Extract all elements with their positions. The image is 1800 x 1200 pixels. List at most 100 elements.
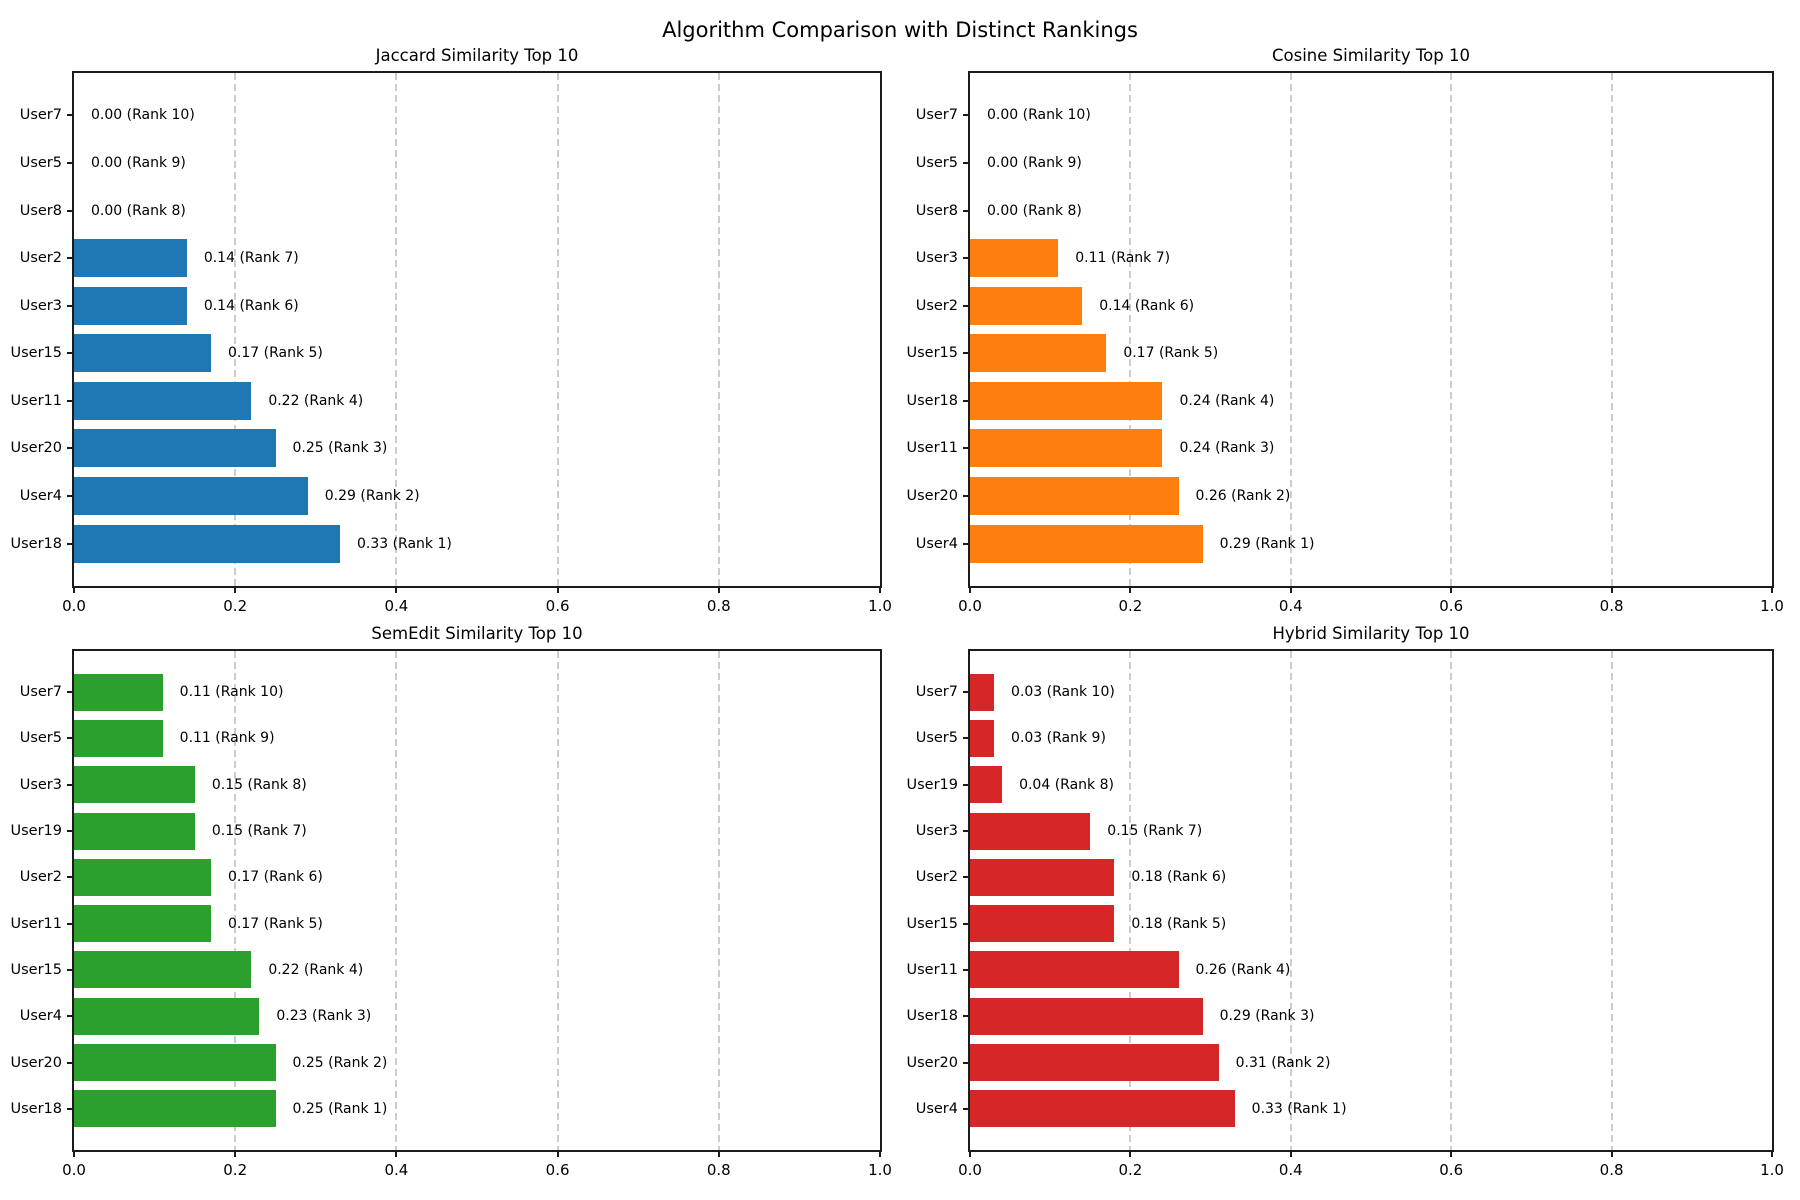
x-tick-mark	[1771, 1150, 1773, 1157]
x-tick-label: 0.2	[223, 1161, 248, 1179]
gridline	[556, 73, 559, 586]
bar-user5	[970, 719, 995, 757]
bar-user15	[74, 951, 252, 989]
y-tick-mark	[963, 352, 970, 355]
y-tick-label: User20	[906, 1054, 958, 1071]
x-tick-mark	[969, 1150, 971, 1157]
bar-user18	[970, 381, 1163, 420]
x-tick-label: 0.0	[62, 1161, 86, 1179]
bar-value-label: 0.11 (Rank 9)	[179, 730, 275, 747]
y-tick-mark	[963, 209, 970, 212]
x-tick-label: 0.2	[1118, 1161, 1143, 1179]
x-tick-mark	[234, 586, 237, 593]
x-tick-mark	[1289, 586, 1292, 593]
x-tick-mark	[717, 1150, 720, 1157]
x-tick-label: 0.4	[384, 1161, 409, 1179]
bar-user3	[74, 766, 195, 804]
y-tick-mark	[67, 783, 74, 786]
bar-value-label: 0.14 (Rank 6)	[203, 297, 299, 314]
y-tick-label: User11	[10, 392, 62, 409]
bar-value-label: 0.03 (Rank 10)	[1011, 684, 1115, 701]
chart-title: Jaccard Similarity Top 10	[375, 46, 579, 65]
y-tick-mark	[67, 737, 74, 740]
bar-value-label: 0.25 (Rank 1)	[292, 1100, 388, 1117]
plot-area: 0.00 (Rank 10) User7 0.00 (Rank 9) User5 0.0…	[10, 71, 892, 615]
bar-user3	[970, 239, 1059, 278]
y-tick-mark	[963, 968, 970, 971]
y-tick-mark	[963, 542, 970, 545]
y-tick-label: User18	[906, 1008, 958, 1025]
y-tick-mark	[963, 161, 970, 164]
y-tick-label: User2	[19, 869, 62, 886]
bar-user3	[74, 286, 187, 325]
y-tick-label: User7	[19, 684, 62, 701]
y-tick-label: User7	[19, 107, 62, 124]
y-tick-label: User11	[906, 440, 958, 457]
bar-value-label: 0.17 (Rank 6)	[228, 869, 323, 886]
y-tick-mark	[963, 876, 970, 879]
y-tick-label: User7	[915, 684, 958, 701]
x-tick-mark	[879, 586, 881, 593]
bar-user2	[970, 858, 1115, 896]
y-tick-label: User3	[915, 250, 958, 267]
y-tick-label: User20	[906, 488, 958, 505]
gridline	[1129, 73, 1132, 586]
y-tick-mark	[963, 830, 970, 833]
bar-value-label: 0.17 (Rank 5)	[228, 915, 323, 932]
bar-value-label: 0.31 (Rank 2)	[1235, 1054, 1331, 1071]
x-tick-label: 0.4	[384, 597, 409, 615]
x-tick-mark	[556, 1150, 559, 1157]
x-tick-mark	[73, 1150, 75, 1157]
y-tick-label: User3	[19, 297, 62, 314]
y-tick-mark	[67, 114, 74, 117]
bar-user7	[970, 673, 995, 711]
gridline	[1610, 73, 1613, 586]
y-tick-label: User4	[19, 488, 62, 505]
bar-value-label: 0.00 (Rank 10)	[91, 107, 195, 124]
y-tick-mark	[963, 257, 970, 260]
bar-user18	[74, 1090, 276, 1128]
gridline	[717, 651, 720, 1150]
gridline	[1289, 651, 1292, 1150]
bar-user2	[970, 286, 1083, 325]
bar-user20	[74, 429, 276, 468]
y-tick-label: User18	[10, 535, 62, 552]
plot-area: 0.03 (Rank 10) User7 0.03 (Rank 9) User5 0.0…	[906, 649, 1784, 1179]
y-tick-mark	[963, 399, 970, 402]
bar-value-label: 0.18 (Rank 5)	[1131, 915, 1227, 932]
gridline	[556, 651, 559, 1150]
x-tick-mark	[717, 586, 720, 593]
bar-user15	[74, 334, 212, 373]
x-tick-label: 0.8	[1599, 1161, 1624, 1179]
x-tick-label: 0.2	[223, 597, 248, 615]
x-tick-mark	[556, 586, 559, 593]
bar-value-label: 0.00 (Rank 8)	[91, 202, 186, 219]
bar-value-label: 0.25 (Rank 3)	[292, 440, 388, 457]
bar-value-label: 0.33 (Rank 1)	[356, 535, 452, 552]
bar-value-label: 0.24 (Rank 3)	[1179, 440, 1275, 457]
bar-value-label: 0.15 (Rank 7)	[1107, 823, 1203, 840]
y-tick-label: User5	[915, 154, 958, 171]
y-tick-mark	[963, 495, 970, 498]
bar-user11	[74, 381, 252, 420]
y-tick-mark	[963, 922, 970, 925]
x-tick-mark	[1450, 586, 1453, 593]
plot-area: 0.11 (Rank 10) User7 0.11 (Rank 9) User5 0.1…	[10, 649, 892, 1179]
y-tick-mark	[67, 691, 74, 694]
bar-user4	[74, 477, 308, 516]
chart-cosine-similarity: Cosine Similarity Top 10 0.00 (Rank 10) U…	[906, 46, 1783, 615]
x-tick-label: 0.4	[1278, 597, 1303, 615]
bar-value-label: 0.22 (Rank 4)	[268, 392, 364, 409]
y-tick-mark	[67, 1015, 74, 1018]
y-tick-label: User19	[906, 776, 958, 793]
bar-user20	[74, 1043, 276, 1082]
y-tick-mark	[67, 1061, 74, 1064]
bar-user19	[74, 812, 195, 850]
bar-user5	[74, 719, 163, 757]
bar-value-label: 0.00 (Rank 10)	[987, 107, 1091, 124]
y-tick-mark	[67, 304, 74, 307]
y-tick-mark	[67, 876, 74, 879]
x-tick-mark	[969, 586, 971, 593]
gridline	[1129, 651, 1132, 1150]
bar-user4	[970, 524, 1203, 563]
